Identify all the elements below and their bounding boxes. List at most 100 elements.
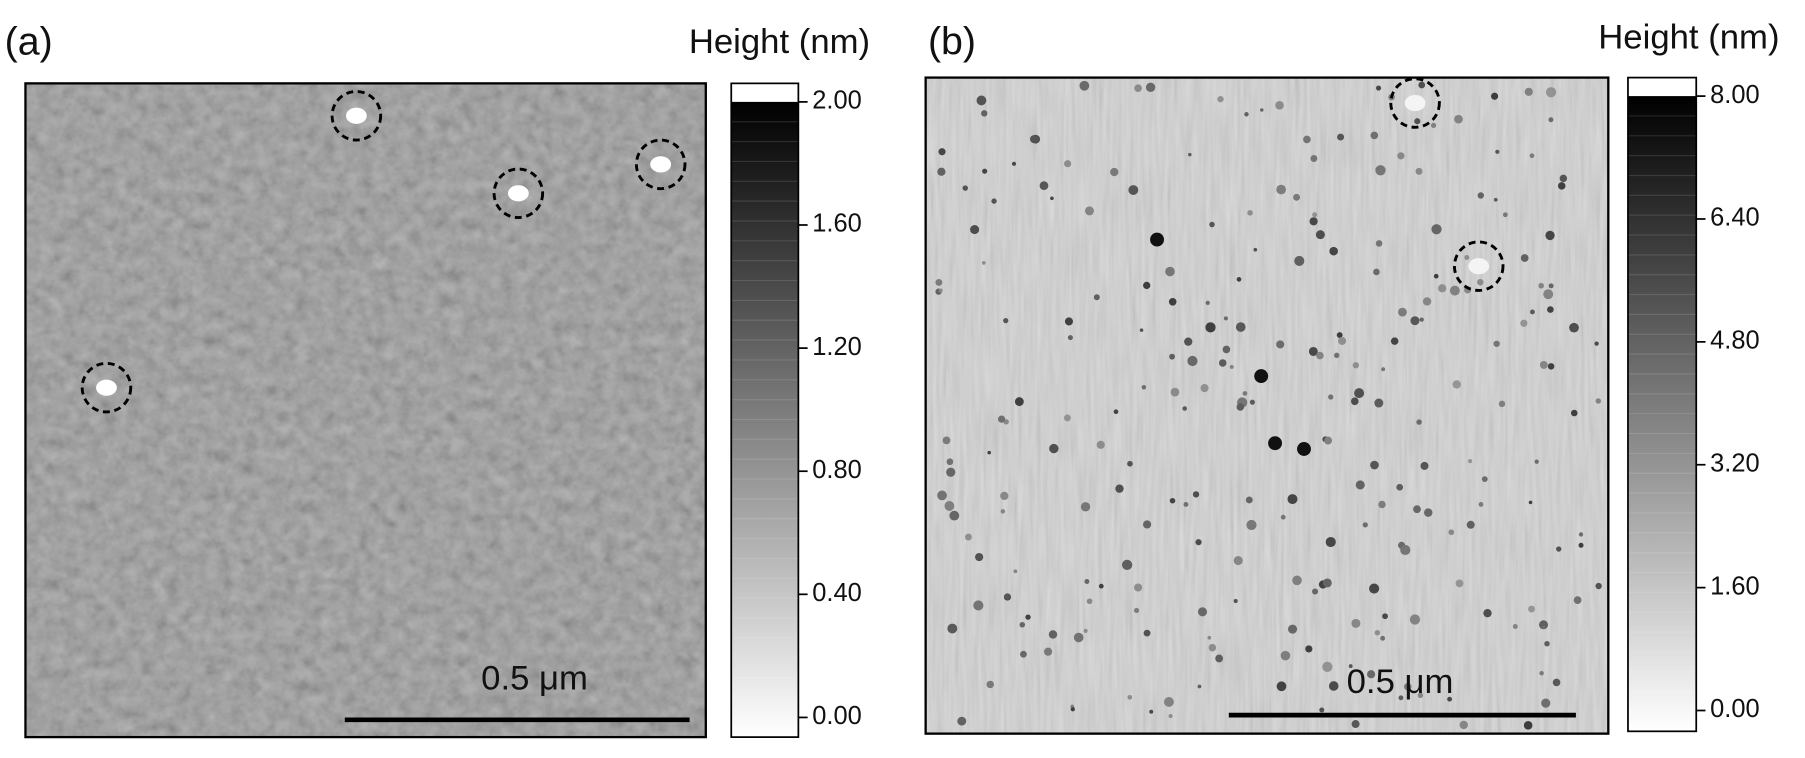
afm-particle — [935, 278, 943, 286]
image-frame — [24, 82, 707, 739]
afm-particle — [1150, 232, 1164, 247]
afm-particle — [1254, 369, 1269, 384]
afm-particle — [1049, 443, 1059, 454]
afm-particle — [1478, 502, 1484, 507]
afm-particle — [1351, 618, 1361, 628]
afm-particle — [1350, 397, 1359, 406]
afm-particle — [1569, 322, 1579, 333]
colorbar-tick-label: 1.60 — [1710, 572, 1760, 600]
afm-particle — [1362, 522, 1368, 528]
afm-particle — [1084, 206, 1094, 216]
colorbar-tick-label: 1.20 — [812, 333, 862, 361]
afm-particle — [1325, 536, 1336, 548]
afm-particle — [1113, 409, 1119, 415]
afm-texture — [25, 83, 706, 738]
afm-particle — [1545, 230, 1555, 241]
afm-particle — [1424, 508, 1433, 517]
afm-particle — [1375, 240, 1383, 247]
highlight-circle — [80, 361, 133, 414]
afm-particle — [1410, 316, 1420, 326]
afm-particle — [1253, 247, 1258, 252]
colorbar-tick-label: 3.20 — [1710, 449, 1760, 477]
afm-particle — [1319, 707, 1325, 713]
afm-particle — [1382, 613, 1388, 620]
afm-particle — [1011, 161, 1017, 166]
afm-particle — [1020, 650, 1027, 658]
highlight-circle — [1452, 240, 1505, 292]
afm-particle — [1336, 332, 1343, 338]
afm-particle — [1523, 721, 1533, 730]
bright-feature — [1404, 94, 1426, 112]
afm-particle — [1381, 367, 1386, 372]
afm-particle — [1547, 306, 1554, 313]
afm-particle — [1418, 81, 1426, 89]
afm-particle — [1374, 398, 1384, 408]
afm-particle — [1544, 640, 1550, 647]
afm-particle — [1467, 459, 1473, 464]
afm-particle — [1098, 583, 1104, 589]
afm-particle — [1050, 196, 1054, 201]
afm-particle — [1000, 509, 1006, 514]
colorbar-tick-label: 0.80 — [812, 456, 862, 484]
afm-particle — [1534, 459, 1539, 464]
afm-particle — [1222, 345, 1231, 354]
afm-particle — [944, 501, 955, 511]
afm-particle — [1080, 502, 1091, 512]
afm-particle — [1215, 654, 1224, 663]
afm-particle — [1275, 100, 1284, 110]
afm-particle — [1315, 230, 1325, 240]
afm-particle — [1495, 149, 1500, 154]
afm-particle — [1280, 514, 1286, 520]
afm-particle — [1169, 353, 1175, 360]
colorbar-tick-label: 6.40 — [1710, 204, 1760, 232]
afm-particle — [1247, 210, 1253, 216]
afm-particle — [1524, 87, 1533, 96]
afm-particle — [1557, 182, 1566, 190]
afm-particle — [1164, 697, 1174, 707]
afm-particle — [1416, 419, 1422, 425]
afm-particle — [1354, 388, 1365, 399]
afm-particle — [1466, 520, 1475, 529]
afm-particle — [1477, 192, 1484, 199]
bright-feature — [96, 379, 117, 396]
afm-particle — [962, 185, 968, 191]
afm-particle — [1039, 181, 1049, 191]
afm-particle — [1448, 529, 1455, 536]
afm-particle — [938, 148, 946, 156]
afm-particle — [1452, 380, 1461, 389]
afm-particle — [1205, 322, 1216, 333]
colorbar-gradient — [1627, 96, 1697, 732]
afm-particle — [1110, 167, 1119, 177]
afm-particle — [965, 533, 972, 541]
afm-particle — [1309, 217, 1318, 226]
afm-particle — [1420, 461, 1429, 470]
afm-particle — [1594, 341, 1599, 346]
afm-particle — [1595, 582, 1602, 590]
afm-particle — [1236, 403, 1245, 411]
afm-particle — [1464, 254, 1470, 261]
afm-particle — [1003, 318, 1009, 324]
afm-particle — [1127, 694, 1133, 700]
afm-particle — [1520, 254, 1529, 262]
afm-particle — [987, 450, 991, 455]
afm-particle — [973, 600, 984, 611]
afm-particle — [1121, 559, 1133, 570]
bright-feature — [507, 185, 529, 202]
afm-particle — [1063, 414, 1071, 422]
afm-particle — [1064, 160, 1072, 168]
colorbar-label: Height (nm) — [1598, 19, 1779, 57]
panel-label: (b) — [928, 19, 976, 63]
afm-particle — [1556, 546, 1562, 552]
afm-particle — [1541, 625, 1546, 630]
afm-particle — [1205, 300, 1210, 306]
afm-particle — [1512, 624, 1518, 629]
afm-particle — [1352, 362, 1360, 369]
afm-particle — [1184, 337, 1193, 346]
afm-particle — [1578, 542, 1584, 548]
afm-particle — [1493, 340, 1500, 347]
colorbar-tick-label: 4.80 — [1710, 327, 1760, 355]
afm-particle — [1134, 583, 1143, 592]
afm-particle — [1483, 608, 1492, 618]
afm-particle — [1048, 630, 1058, 639]
afm-particle — [1067, 335, 1073, 341]
